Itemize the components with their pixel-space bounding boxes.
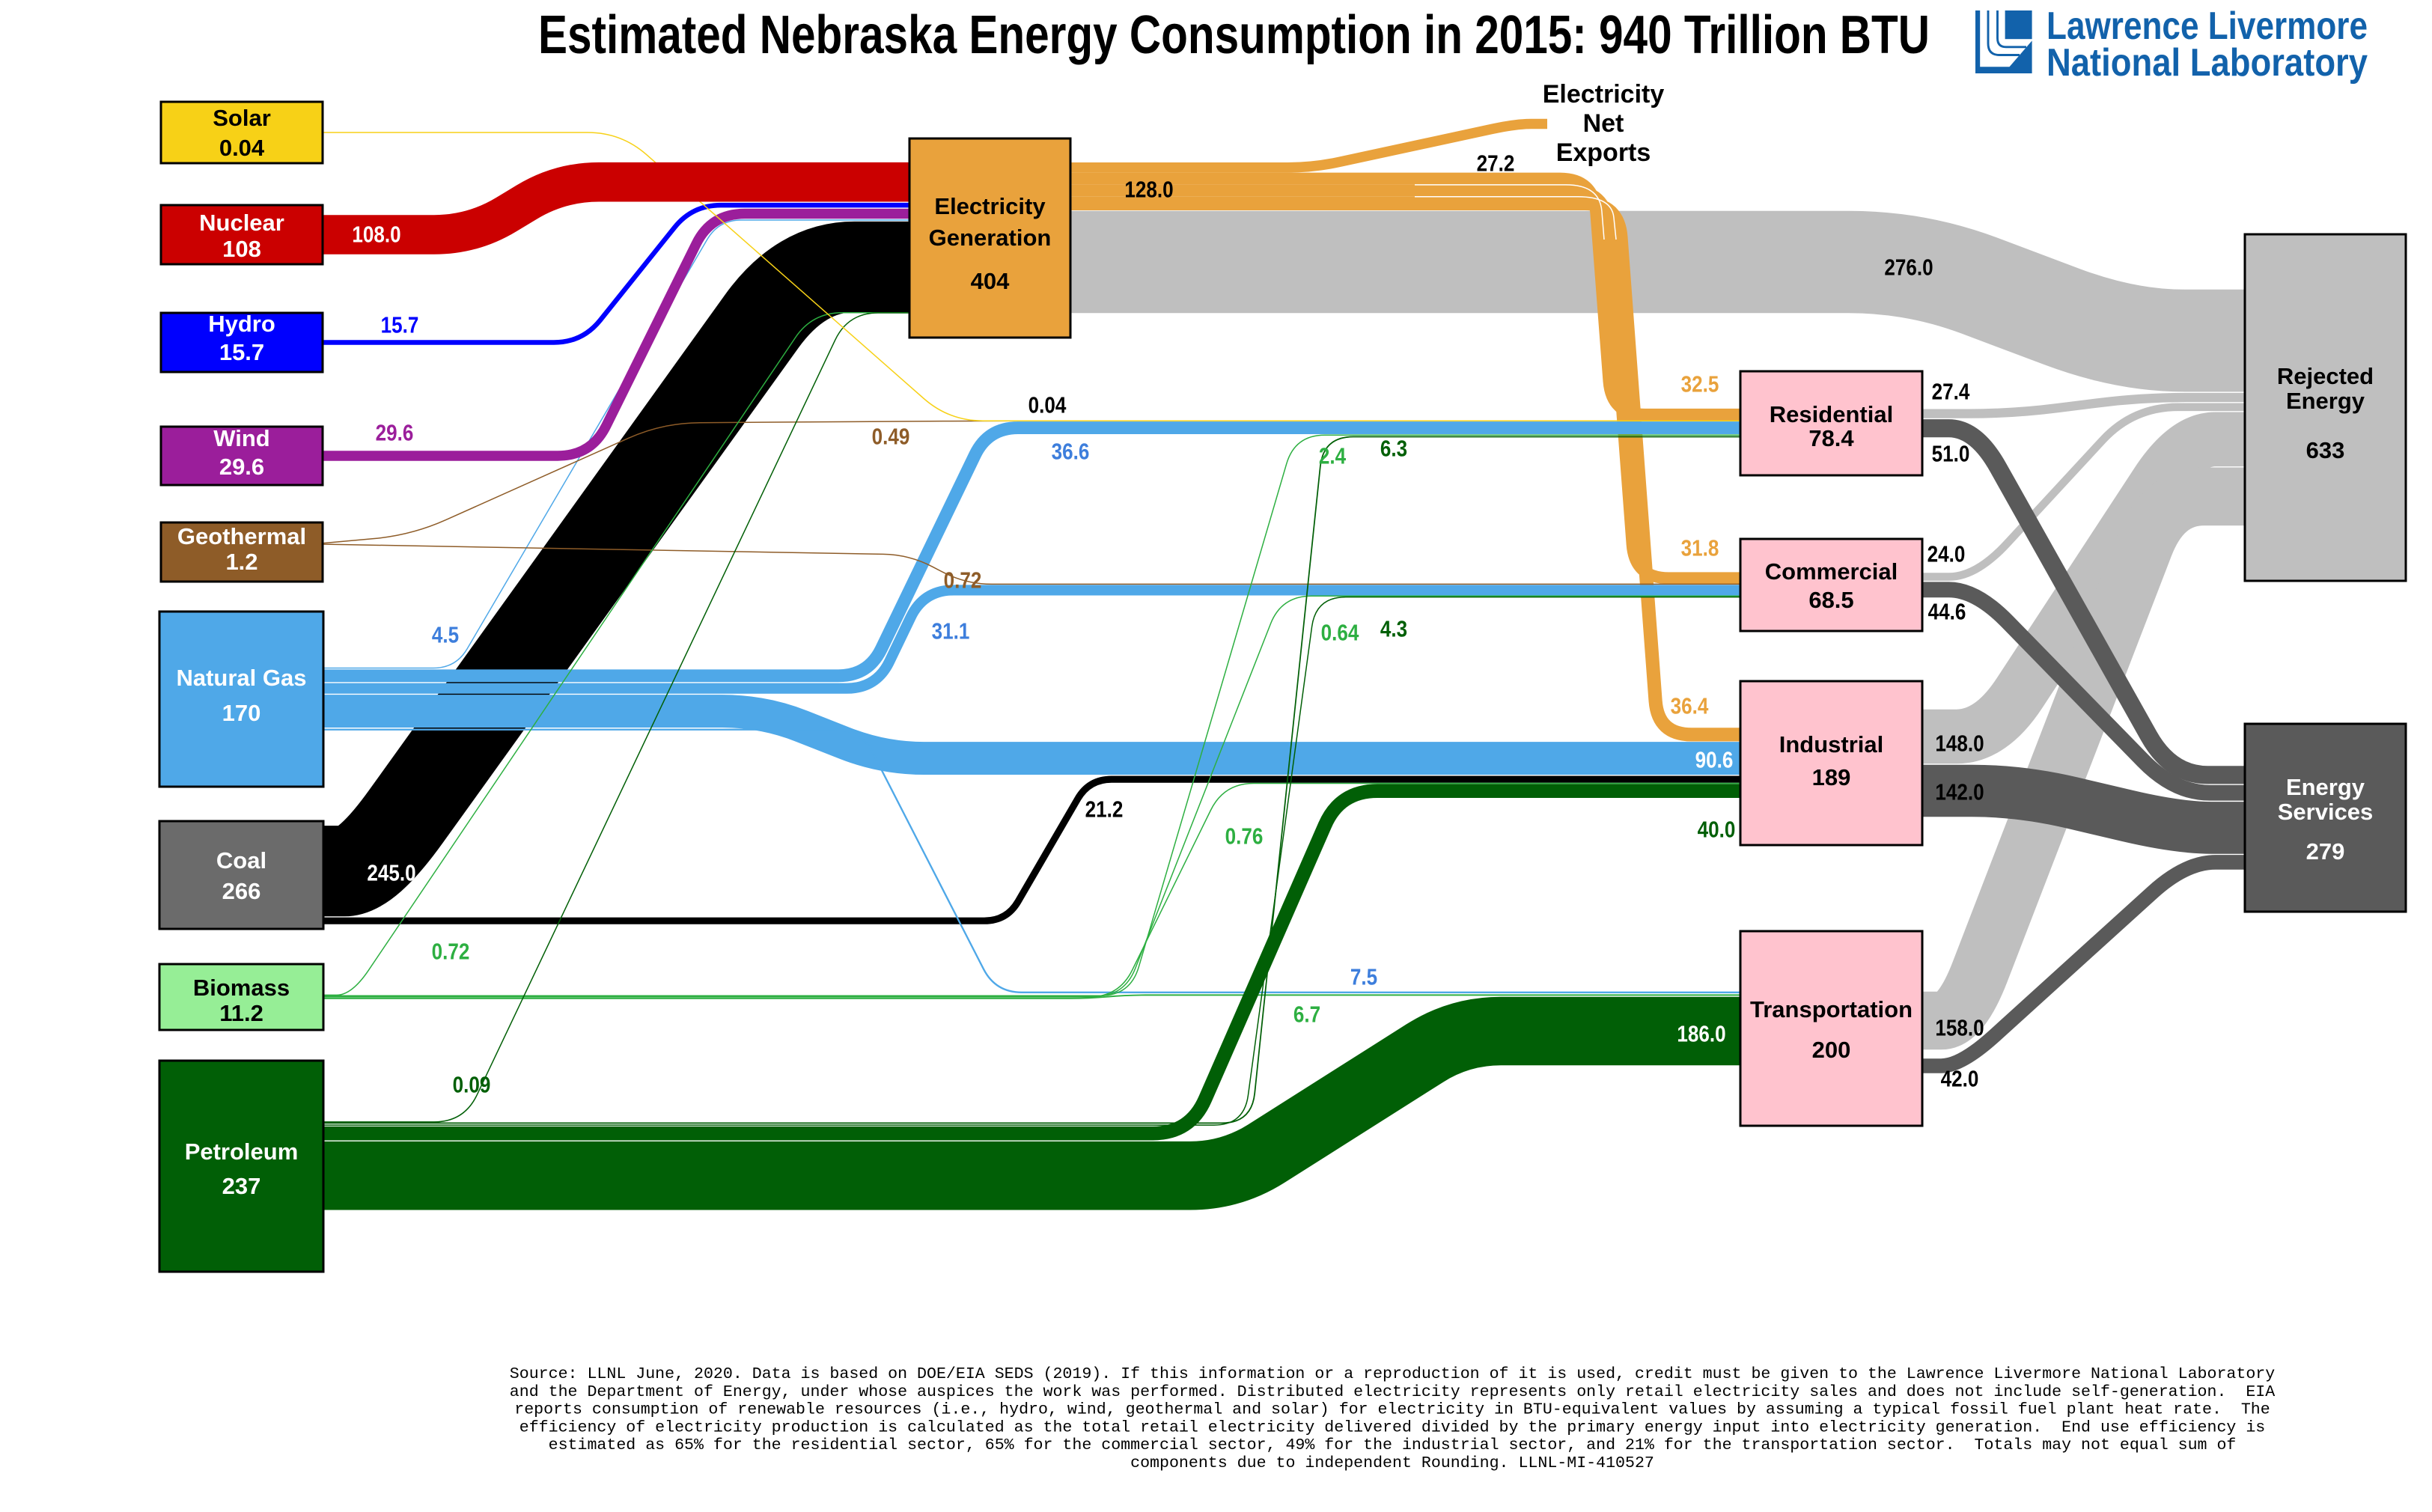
svg-text:Commercial: Commercial bbox=[1765, 558, 1898, 585]
svg-text:Natural Gas: Natural Gas bbox=[176, 665, 306, 691]
svg-text:Estimated Nebraska Energy Cons: Estimated Nebraska Energy Consumption in… bbox=[538, 4, 1930, 65]
svg-text:24.0: 24.0 bbox=[1927, 541, 1966, 567]
svg-text:27.4: 27.4 bbox=[1932, 379, 1970, 405]
svg-text:efficiency of electricity prod: efficiency of electricity production is … bbox=[519, 1418, 2266, 1436]
svg-text:Lawrence Livermore: Lawrence Livermore bbox=[2047, 4, 2368, 48]
svg-text:40.0: 40.0 bbox=[1698, 817, 1736, 843]
svg-text:4.5: 4.5 bbox=[432, 622, 459, 648]
svg-text:404: 404 bbox=[971, 268, 1010, 294]
svg-text:Residential: Residential bbox=[1770, 401, 1893, 427]
svg-text:78.4: 78.4 bbox=[1808, 425, 1854, 451]
svg-text:2.4: 2.4 bbox=[1319, 443, 1347, 469]
svg-text:142.0: 142.0 bbox=[1935, 779, 1984, 805]
svg-text:Transportation: Transportation bbox=[1750, 996, 1913, 1022]
svg-text:Exports: Exports bbox=[1556, 138, 1651, 167]
svg-text:189: 189 bbox=[1812, 764, 1851, 790]
svg-text:0.64: 0.64 bbox=[1321, 620, 1359, 646]
svg-text:68.5: 68.5 bbox=[1808, 587, 1853, 613]
svg-text:Geothermal: Geothermal bbox=[177, 523, 306, 549]
svg-text:266: 266 bbox=[222, 878, 261, 904]
svg-text:108: 108 bbox=[222, 236, 261, 262]
svg-text:components due to independent: components due to independent Rounding. … bbox=[1130, 1454, 1654, 1472]
svg-text:Rejected: Rejected bbox=[2277, 363, 2374, 389]
svg-text:Wind: Wind bbox=[213, 425, 269, 451]
svg-text:0.04: 0.04 bbox=[219, 135, 265, 161]
svg-text:90.6: 90.6 bbox=[1695, 747, 1734, 773]
svg-text:Source: LLNL June, 2020. Data: Source: LLNL June, 2020. Data is based o… bbox=[510, 1365, 2275, 1383]
svg-text:Generation: Generation bbox=[929, 225, 1052, 251]
svg-text:0.76: 0.76 bbox=[1225, 823, 1264, 850]
svg-text:and the Department of Energy,: and the Department of Energy, under whos… bbox=[510, 1383, 2275, 1401]
svg-text:32.5: 32.5 bbox=[1681, 371, 1719, 397]
svg-text:Electricity: Electricity bbox=[934, 193, 1046, 219]
svg-text:7.5: 7.5 bbox=[1350, 964, 1377, 990]
svg-text:15.7: 15.7 bbox=[381, 312, 419, 338]
svg-text:6.3: 6.3 bbox=[1380, 436, 1407, 462]
svg-text:0.72: 0.72 bbox=[944, 567, 982, 594]
svg-text:276.0: 276.0 bbox=[1884, 254, 1933, 281]
svg-text:633: 633 bbox=[2306, 437, 2345, 463]
svg-text:29.6: 29.6 bbox=[219, 454, 264, 480]
svg-text:Biomass: Biomass bbox=[193, 975, 290, 1001]
svg-text:Industrial: Industrial bbox=[1779, 731, 1884, 757]
svg-text:1.2: 1.2 bbox=[225, 549, 257, 575]
svg-text:108.0: 108.0 bbox=[352, 222, 400, 248]
svg-text:Energy: Energy bbox=[2286, 388, 2365, 414]
svg-text:245.0: 245.0 bbox=[367, 860, 415, 886]
svg-text:29.6: 29.6 bbox=[376, 420, 414, 446]
svg-text:148.0: 148.0 bbox=[1935, 731, 1984, 757]
svg-text:42.0: 42.0 bbox=[1941, 1066, 1979, 1092]
svg-text:44.6: 44.6 bbox=[1928, 599, 1966, 625]
svg-text:reports consumption of renewab: reports consumption of renewable resourc… bbox=[514, 1401, 2270, 1419]
svg-text:Net: Net bbox=[1583, 109, 1624, 138]
svg-text:170: 170 bbox=[222, 700, 261, 726]
svg-text:128.0: 128.0 bbox=[1124, 177, 1173, 203]
svg-text:0.49: 0.49 bbox=[872, 424, 910, 450]
svg-text:158.0: 158.0 bbox=[1935, 1015, 1984, 1041]
svg-text:Services: Services bbox=[2278, 799, 2374, 825]
svg-text:31.1: 31.1 bbox=[932, 618, 970, 644]
svg-text:237: 237 bbox=[222, 1173, 261, 1199]
svg-text:Coal: Coal bbox=[216, 847, 266, 874]
svg-text:0.04: 0.04 bbox=[1028, 392, 1067, 418]
svg-text:Electricity: Electricity bbox=[1543, 80, 1665, 109]
svg-text:279: 279 bbox=[2306, 838, 2345, 865]
svg-text:National Laboratory: National Laboratory bbox=[2047, 41, 2368, 85]
svg-text:36.4: 36.4 bbox=[1671, 693, 1709, 719]
svg-text:Energy: Energy bbox=[2286, 774, 2365, 800]
svg-text:31.8: 31.8 bbox=[1681, 535, 1719, 561]
svg-text:4.3: 4.3 bbox=[1380, 616, 1407, 642]
svg-text:Petroleum: Petroleum bbox=[185, 1138, 299, 1165]
svg-text:0.72: 0.72 bbox=[432, 939, 470, 965]
svg-text:Nuclear: Nuclear bbox=[199, 210, 284, 236]
svg-text:21.2: 21.2 bbox=[1085, 796, 1124, 823]
svg-text:Hydro: Hydro bbox=[208, 311, 275, 337]
svg-text:51.0: 51.0 bbox=[1932, 441, 1970, 467]
svg-text:Solar: Solar bbox=[213, 105, 271, 131]
svg-text:200: 200 bbox=[1812, 1037, 1851, 1063]
svg-text:6.7: 6.7 bbox=[1293, 1002, 1320, 1028]
svg-text:15.7: 15.7 bbox=[219, 339, 264, 365]
svg-text:0.09: 0.09 bbox=[453, 1072, 491, 1098]
svg-text:186.0: 186.0 bbox=[1677, 1021, 1725, 1047]
svg-text:36.6: 36.6 bbox=[1052, 439, 1090, 465]
svg-text:estimated as 65% for the resid: estimated as 65% for the residential sec… bbox=[549, 1436, 2237, 1454]
svg-text:27.2: 27.2 bbox=[1477, 150, 1515, 177]
svg-text:11.2: 11.2 bbox=[219, 1000, 263, 1026]
